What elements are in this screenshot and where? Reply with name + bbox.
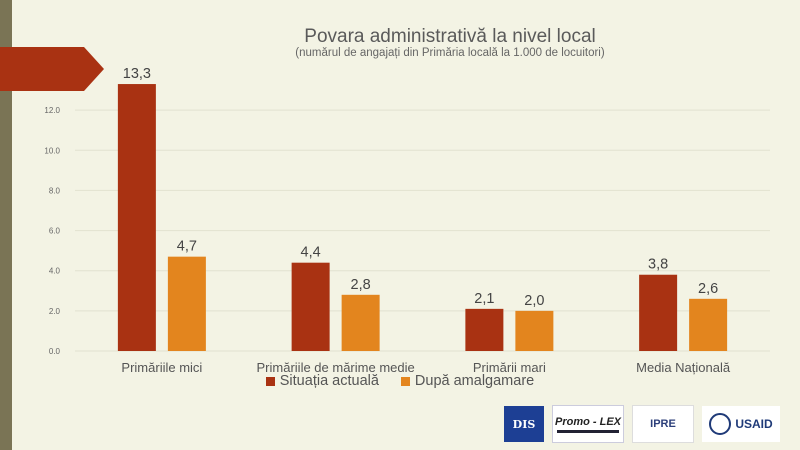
legend-swatch-series2 — [400, 376, 410, 386]
bar-data-label: 3,8 — [648, 257, 668, 273]
bar-series1 — [639, 274, 678, 351]
bar-series1 — [291, 262, 330, 351]
bar-data-label: 2,8 — [351, 277, 371, 293]
y-tick-label: 12.0 — [44, 106, 60, 115]
bar-data-label: 13,3 — [123, 66, 151, 82]
bar-series2 — [341, 294, 380, 351]
bar-data-label: 2,0 — [524, 293, 544, 309]
chart-legend: Situația actuală După amalgamare — [0, 373, 800, 389]
usaid-seal-icon — [709, 413, 732, 435]
sponsor-logos: DIS Promo - LEX IPRE USAID — [504, 404, 780, 444]
left-accent-bar — [0, 0, 12, 450]
bar-data-label: 4,4 — [301, 245, 321, 261]
legend-swatch-series1 — [265, 376, 275, 386]
x-tick-label: Primăriile mici — [121, 360, 202, 375]
bar-data-label: 2,6 — [698, 281, 718, 297]
x-tick-label: Primării mari — [473, 360, 546, 375]
y-tick-label: 2.0 — [49, 307, 61, 316]
y-tick-label: 6.0 — [49, 227, 61, 236]
legend-item-series1: Situația actuală — [265, 373, 379, 389]
y-tick-label: 4.0 — [49, 267, 61, 276]
dis-logo: DIS — [504, 406, 544, 442]
ipre-logo: IPRE — [632, 405, 694, 443]
x-tick-label: Media Națională — [636, 360, 731, 375]
legend-label-series2: După amalgamare — [414, 373, 535, 389]
promo-lex-logo: Promo - LEX — [552, 405, 624, 443]
y-tick-label: 10.0 — [44, 146, 60, 155]
x-tick-label: Primăriile de mărime medie — [257, 360, 415, 375]
chart-title: Povara administrativă la nivel local — [304, 26, 596, 47]
arrow-banner-icon — [0, 47, 104, 91]
bar-series1 — [117, 84, 156, 352]
bar-series1 — [465, 308, 504, 351]
y-tick-label: 0.0 — [49, 347, 61, 356]
bar-series2 — [515, 310, 554, 351]
legend-item-series2: După amalgamare — [400, 373, 535, 389]
y-tick-label: 8.0 — [49, 186, 61, 195]
usaid-logo: USAID — [702, 406, 780, 442]
bar-series2 — [689, 298, 728, 351]
bar-data-label: 2,1 — [474, 291, 494, 307]
bar-data-label: 4,7 — [177, 239, 197, 255]
chart-subtitle: (numărul de angajați din Primăria locală… — [295, 47, 605, 59]
bar-series2 — [167, 256, 206, 351]
legend-label-series1: Situația actuală — [279, 373, 379, 389]
